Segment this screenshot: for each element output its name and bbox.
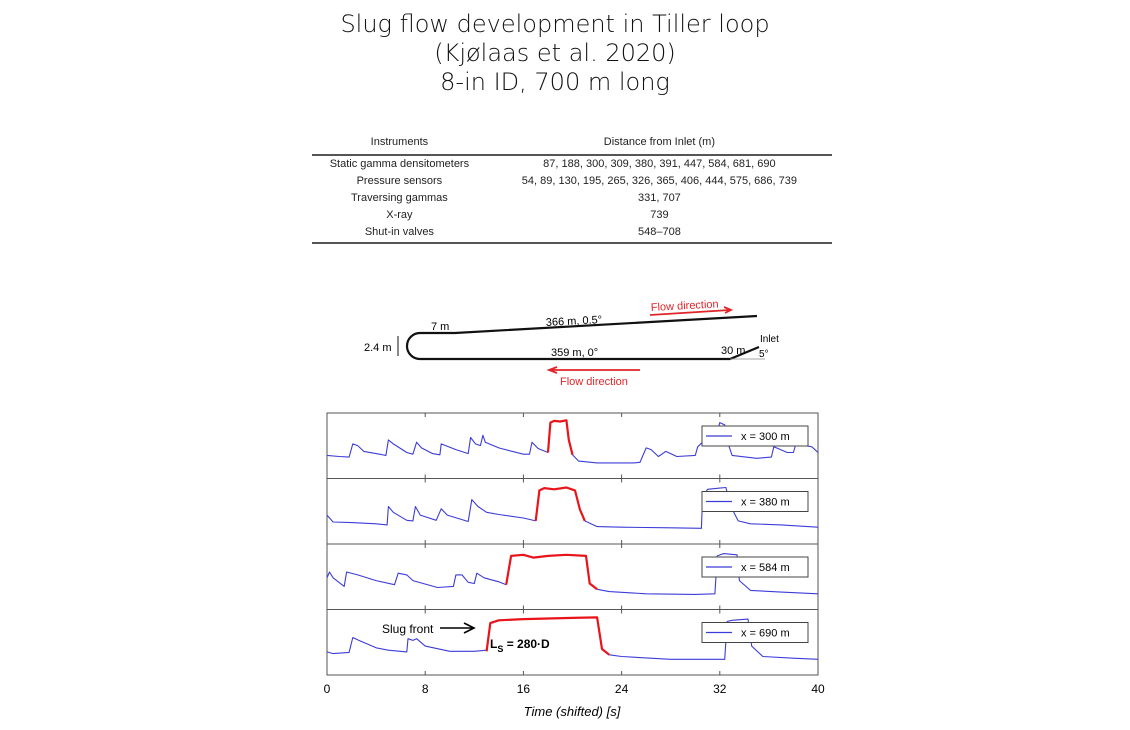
x-tick-label: 32 (713, 682, 727, 696)
slug-segment (546, 419, 574, 456)
table-row: X-ray 739 (312, 207, 832, 224)
panel-frame (326, 609, 819, 676)
title-line-2: (Kjølaas et al. 2020) (434, 39, 676, 67)
flow-arrow-lower (546, 366, 640, 374)
inlet-label: Inlet (760, 334, 779, 345)
title-line-1: Slug flow development in Tiller loop (340, 10, 770, 38)
flow-direction-upper: Flow direction (651, 298, 719, 314)
lower-leg-label: 359 m, 0° (551, 347, 598, 359)
slug-front-arrow (440, 622, 476, 634)
x-tick-label: 0 (324, 682, 331, 696)
legend-box (701, 491, 809, 512)
slug-signal-chart: x = 300 m x = 380 m x = 584 m x = 690 m 0 8 1… (324, 412, 825, 719)
signal-line-after (596, 553, 819, 595)
legend: x = 690 m (701, 622, 809, 643)
legend-box (701, 622, 809, 643)
panel-2: x = 380 m (326, 478, 819, 545)
legend-label: x = 300 m (741, 431, 790, 443)
slug-front-annotation: Slug front (382, 622, 434, 636)
signal-line-after (584, 486, 819, 529)
slug-segment (534, 486, 586, 522)
signal-line-before (326, 434, 549, 458)
flow-direction-lower: Flow direction (560, 376, 628, 388)
panel-3: x = 584 m (326, 543, 819, 610)
cell: 548–708 (486, 224, 832, 244)
x-axis-label: Time (shifted) [s] (524, 704, 621, 719)
slug-segment (485, 616, 610, 656)
cell: 331, 707 (637, 192, 681, 204)
cell: Traversing gammas (351, 192, 448, 204)
table-row: Static gamma densitometers 87, 188, 300, … (312, 155, 832, 173)
signal-line-after (609, 618, 819, 660)
inlet-leg-label: 30 m (721, 345, 745, 357)
legend-label: x = 584 m (741, 562, 790, 574)
legend-box (701, 425, 809, 447)
cell: 54, 89, 130, 195, 265, 326, 365, 406, 44… (521, 175, 798, 187)
inlet-angle-label: 5° (759, 349, 769, 360)
signal-line-before (326, 571, 507, 589)
slide-title: Slug flow development in Tiller loop (Kj… (0, 10, 1110, 97)
bend-label: 7 m (431, 321, 449, 333)
loop-pipe (405, 314, 760, 361)
cell: Static gamma densitometers (329, 158, 470, 170)
x-tick-label: 40 (811, 682, 825, 696)
cell: 739 (650, 209, 669, 221)
legend-label: x = 690 m (741, 628, 790, 640)
legend: x = 300 m (701, 425, 809, 447)
x-tick-label: 16 (517, 682, 531, 696)
legend: x = 584 m (701, 556, 809, 578)
slug-segment (505, 553, 598, 591)
legend: x = 380 m (701, 491, 809, 512)
table-row: Traversing gammas 331, 707 (312, 190, 832, 207)
header-instruments: Instruments (312, 132, 487, 156)
height-label: 2.4 m (364, 342, 392, 354)
cell: X-ray (386, 209, 413, 221)
instrument-table: Instruments Distance from Inlet (m) Stat… (312, 132, 832, 244)
cell: 87, 188, 300, 309, 380, 391, 447, 584, 6… (543, 158, 776, 170)
header-distance: Distance from Inlet (m) (486, 132, 832, 156)
table-header-row: Instruments Distance from Inlet (m) (312, 132, 832, 156)
signal-line-before (326, 636, 487, 655)
title-line-3: 8-in ID, 700 m long (440, 68, 670, 96)
loop-diagram: 2.4 m 7 m 366 m, 0.5° 359 m, 0° 30 m 5° … (364, 298, 779, 388)
upper-leg-label: 366 m, 0.5° (546, 314, 603, 329)
x-tick-label: 24 (615, 682, 629, 696)
cell: Pressure sensors (356, 175, 443, 187)
legend-label: x = 380 m (741, 497, 790, 509)
slug-length-annotation: LS = 280·D (490, 637, 550, 654)
legend-box (701, 556, 809, 578)
table-row: Pressure sensors 54, 89, 130, 195, 265, 3… (312, 173, 832, 190)
panel-1: x = 300 m (326, 412, 819, 479)
panel-4: x = 690 m (326, 609, 819, 676)
table-row: Shut-in valves 548–708 (312, 224, 832, 244)
x-tick-label: 8 (422, 682, 429, 696)
signal-line-before (326, 499, 536, 526)
flow-arrow-upper (649, 306, 734, 316)
cell: Shut-in valves (312, 224, 487, 244)
